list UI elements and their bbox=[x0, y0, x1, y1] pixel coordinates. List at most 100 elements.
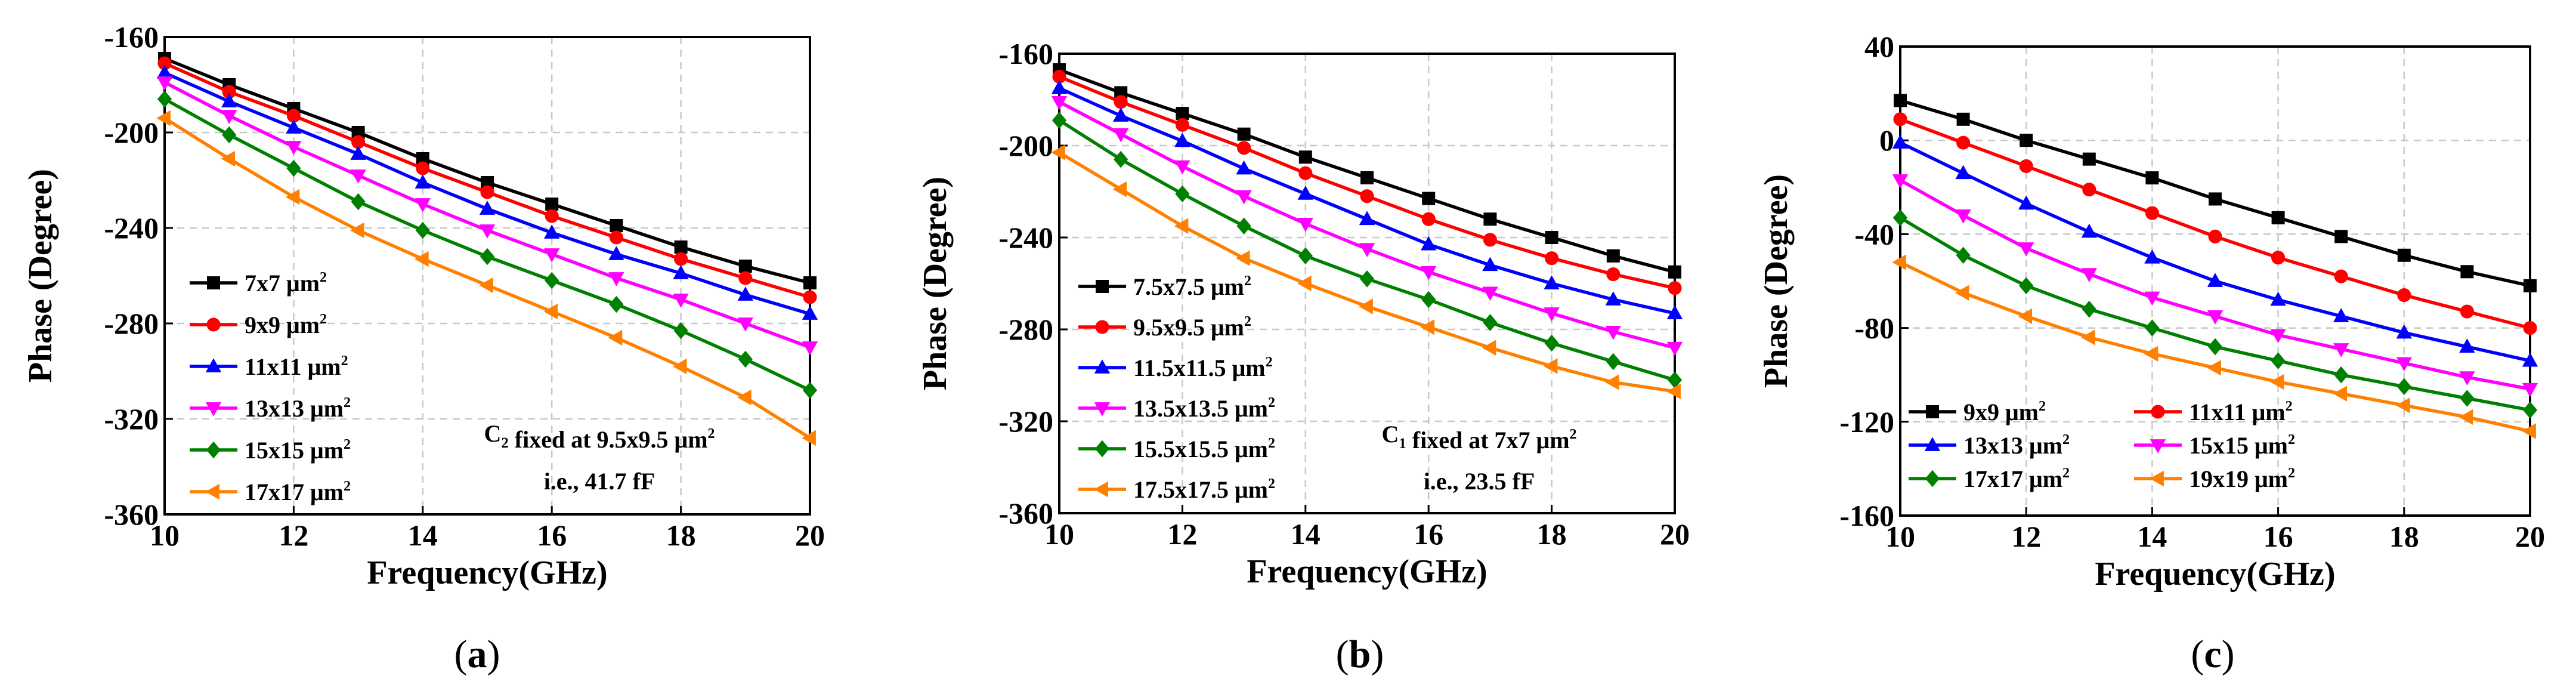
data-point bbox=[1666, 341, 1683, 356]
data-point bbox=[1297, 275, 1312, 292]
data-point bbox=[1483, 314, 1498, 331]
data-point bbox=[2396, 324, 2412, 339]
x-tick-label: 16 bbox=[537, 519, 567, 552]
data-point bbox=[608, 329, 623, 346]
data-point bbox=[608, 272, 624, 286]
y-tick-label: -160 bbox=[104, 20, 159, 54]
y-tick-label: -200 bbox=[998, 129, 1053, 162]
data-point bbox=[1482, 340, 1496, 356]
data-point bbox=[1236, 160, 1252, 175]
data-point bbox=[350, 222, 364, 239]
data-point bbox=[802, 341, 818, 356]
data-point bbox=[2522, 383, 2538, 397]
data-point bbox=[2018, 195, 2034, 210]
legend-marker bbox=[205, 358, 222, 372]
data-point bbox=[481, 176, 494, 189]
legend-item: 17x17 μm2​ bbox=[190, 479, 351, 505]
data-point bbox=[479, 224, 496, 239]
data-point bbox=[221, 93, 237, 107]
data-point bbox=[285, 189, 300, 205]
legend-marker bbox=[1094, 359, 1111, 374]
data-point bbox=[1051, 95, 1068, 110]
data-point bbox=[738, 260, 752, 273]
legend-label: 9x9 μm2​ bbox=[1963, 399, 2046, 425]
data-point bbox=[1359, 298, 1373, 314]
legend-marker bbox=[206, 441, 221, 459]
data-point bbox=[222, 126, 237, 144]
data-point bbox=[415, 174, 431, 189]
y-tick-label: -40 bbox=[1854, 217, 1894, 251]
data-point bbox=[2081, 329, 2095, 346]
data-point bbox=[1893, 112, 1907, 127]
data-point bbox=[1543, 358, 1558, 374]
y-tick-label: -320 bbox=[998, 405, 1053, 438]
data-point bbox=[2019, 159, 2033, 173]
data-point bbox=[2333, 308, 2349, 322]
data-point bbox=[1174, 218, 1189, 234]
data-point bbox=[1051, 80, 1068, 94]
legend-label: 7x7 μm2​ bbox=[245, 270, 327, 297]
data-point bbox=[802, 306, 818, 320]
data-point bbox=[2459, 338, 2475, 353]
data-point bbox=[1668, 281, 1682, 295]
data-point bbox=[802, 381, 818, 399]
series-2 bbox=[157, 56, 817, 304]
data-point bbox=[1237, 127, 1251, 141]
data-point bbox=[802, 430, 816, 446]
y-tick-label: 0 bbox=[1879, 124, 1894, 157]
legend-item: 7.5x7.5 μm2​ bbox=[1078, 273, 1251, 300]
legend-item: 13x13 μm2​ bbox=[1909, 432, 2070, 459]
x-tick-label: 16 bbox=[2263, 520, 2293, 553]
series-2 bbox=[1052, 69, 1682, 295]
panel-label: (b) bbox=[1336, 633, 1384, 676]
data-point bbox=[1667, 371, 1683, 388]
data-point bbox=[1359, 211, 1375, 226]
y-tick-label: -160 bbox=[998, 37, 1053, 70]
data-point bbox=[545, 209, 559, 223]
data-point bbox=[1894, 94, 1907, 107]
y-axis-title: Phase (Degree) bbox=[1758, 174, 1795, 388]
data-point bbox=[2081, 268, 2097, 282]
series-line bbox=[163, 97, 811, 392]
data-point bbox=[1544, 307, 1560, 322]
x-tick-label: 20 bbox=[795, 519, 825, 552]
data-point bbox=[1421, 212, 1436, 226]
annotation-line-1: C1 fixed at 7x7 μm2​ bbox=[1381, 421, 1576, 454]
data-point bbox=[2459, 409, 2473, 425]
legend-marker bbox=[1926, 405, 1939, 418]
panel-label: (c) bbox=[2191, 633, 2234, 676]
x-tick-label: 12 bbox=[1167, 517, 1197, 551]
data-point bbox=[1545, 251, 1559, 266]
data-point bbox=[2333, 385, 2348, 402]
data-point bbox=[2334, 366, 2349, 384]
data-point bbox=[415, 198, 431, 212]
data-point bbox=[2270, 329, 2286, 344]
annotation: C2 fixed at 9.5x9.5 μm2​ i.e., 41.7 fF bbox=[484, 420, 715, 495]
x-tick-label: 14 bbox=[408, 519, 438, 552]
data-point bbox=[737, 286, 753, 301]
x-tick-label: 12 bbox=[2011, 520, 2041, 553]
data-point bbox=[1606, 267, 1621, 282]
data-point bbox=[609, 230, 623, 245]
data-point bbox=[738, 350, 753, 368]
data-point bbox=[1668, 265, 1681, 279]
data-point bbox=[2144, 346, 2158, 362]
data-point bbox=[1956, 135, 1971, 150]
legend-label: 9.5x9.5 μm2​ bbox=[1133, 314, 1251, 341]
data-point bbox=[1113, 128, 1129, 143]
data-point bbox=[2396, 397, 2410, 414]
data-point bbox=[350, 146, 366, 160]
data-point bbox=[1236, 217, 1251, 235]
data-point bbox=[1051, 144, 1065, 161]
data-point bbox=[2396, 357, 2412, 372]
chart-panel-b: 10 12 14 16 18 20 -160 -200 -240 -280 -320 -360 Freq… bbox=[917, 37, 1690, 676]
data-point bbox=[2397, 288, 2411, 303]
data-point bbox=[351, 193, 366, 211]
data-point bbox=[286, 141, 302, 155]
series-2 bbox=[1893, 112, 2537, 335]
data-point bbox=[1298, 166, 1313, 180]
data-point bbox=[673, 265, 689, 279]
y-tick-label: 40 bbox=[1864, 30, 1894, 63]
legend-marker bbox=[1094, 402, 1111, 417]
data-point bbox=[2269, 374, 2284, 390]
